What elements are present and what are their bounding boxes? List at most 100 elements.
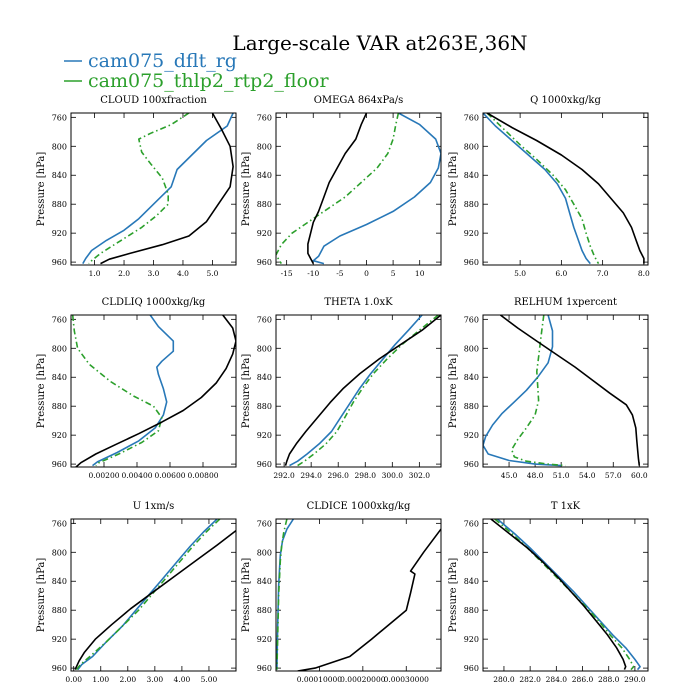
x-tick-label: 8.0 [638,269,650,278]
y-axis-label: Pressure [hPa] [241,558,252,633]
y-tick-label: 840 [464,171,479,180]
x-tick-label: 296.0 [327,471,349,480]
y-tick-label: 920 [257,229,272,238]
chart-panel: T 1xK Pressure [hPa] 760 800 840 880 920 960 280… [448,501,649,684]
panel-title: Q 1000xkg/kg [530,95,601,106]
x-tick-label: 298.0 [355,471,377,480]
series-line-cam075_thlp2_rtp2_floor [276,113,400,265]
y-tick-label: 800 [464,344,479,353]
x-tick-label: 5.0 [514,269,526,278]
y-tick-label: 960 [257,664,272,673]
series-line-black [490,519,627,670]
series-line-cam075_dflt_rg [483,113,591,265]
series-line-cam075_thlp2_rtp2_floor [71,315,163,467]
x-tick-label: -15 [281,269,293,278]
x-tick-label: 5 [391,269,396,278]
series-line-black [100,113,234,265]
x-tick-label: 54.0 [579,471,596,480]
x-tick-label: 284.0 [546,675,568,684]
y-tick-label: 920 [257,635,272,644]
panel-frame [482,518,649,672]
x-tick-label: 0.00020000 [340,675,386,684]
y-tick-label: 840 [52,373,67,382]
x-tick-label: 0.00 [65,675,82,684]
series-line-black [74,529,236,670]
x-tick-label: 294.0 [300,471,322,480]
panel-frame [275,518,442,672]
panel-title: U 1xm/s [133,501,175,512]
panel-frame [482,112,649,266]
y-tick-label: 760 [464,315,479,324]
x-tick-label: 5.0 [206,269,218,278]
x-tick-label: 1.00 [92,675,109,684]
legend-entry: cam075_dflt_rg [64,50,237,72]
y-tick-label: 760 [257,113,272,122]
y-tick-label: 880 [464,606,479,615]
y-tick-label: 760 [257,315,272,324]
panel-frame [70,112,237,266]
y-tick-label: 840 [52,171,67,180]
x-tick-label: 302.0 [409,471,431,480]
chart-panel: THETA 1.0xK Pressure [hPa] 760 800 840 880 920… [241,297,442,480]
y-tick-label: 960 [257,258,272,267]
chart-panel: CLDLIQ 1000xkg/kg Pressure [hPa] 760 800 840… [36,297,237,480]
y-tick-label: 880 [52,200,67,209]
y-tick-label: 920 [464,635,479,644]
series-line-cam075_thlp2_rtp2_floor [486,113,600,264]
x-tick-label: -5 [336,269,344,278]
panels: CLOUD 100xfraction Pressure [hPa] 760 800 84… [36,95,650,684]
series-line-black [297,528,441,671]
x-tick-label: 51.0 [553,471,570,480]
x-tick-label: 3.0 [148,269,160,278]
series-line-cam075_dflt_rg [77,519,218,671]
series-line-cam075_thlp2_rtp2_floor [75,519,221,671]
panel-title: T 1xK [551,501,581,512]
y-axis-label: Pressure [hPa] [448,558,459,633]
x-tick-label: 280.0 [493,675,515,684]
x-tick-label: 290.0 [624,675,646,684]
x-tick-label: 2.00 [119,675,136,684]
y-tick-label: 760 [52,315,67,324]
y-tick-label: 920 [52,635,67,644]
y-tick-label: 960 [464,460,479,469]
series-line-cam075_thlp2_rtp2_floor [88,113,190,265]
y-tick-label: 880 [257,200,272,209]
series-line-cam075_dflt_rg [276,519,295,670]
x-tick-label: 57.0 [605,471,622,480]
series-line-cam075_dflt_rg [289,315,423,467]
y-tick-label: 880 [464,402,479,411]
y-tick-label: 880 [464,200,479,209]
x-tick-label: 48.0 [527,471,544,480]
y-tick-label: 960 [257,460,272,469]
x-tick-label: 288.0 [598,675,620,684]
x-tick-label: 6.0 [555,269,567,278]
chart-panel: Q 1000xkg/kg Pressure [hPa] 760 800 840 880 92… [448,95,650,278]
x-tick-label: 45.0 [501,471,518,480]
y-tick-label: 800 [257,344,272,353]
panel-title: OMEGA 864xPa/s [314,95,404,106]
series-line-cam075_thlp2_rtp2_floor [494,519,635,671]
chart-panel: RELHUM 1xpercent Pressure [hPa] 760 800 840 8… [448,297,649,480]
x-tick-label: 10 [415,269,425,278]
y-tick-label: 840 [464,373,479,382]
x-tick-label: 2.0 [118,269,130,278]
chart-panel: OMEGA 864xPa/s Pressure [hPa] 760 800 840 880… [241,95,442,278]
y-tick-label: 760 [464,113,479,122]
panel-title: CLDLIQ 1000xkg/kg [102,297,206,308]
series-line-cam075_thlp2_rtp2_floor [510,315,566,467]
y-axis-label: Pressure [hPa] [448,152,459,227]
x-tick-label: 0.00200 [88,471,119,480]
x-tick-label: 282.0 [519,675,541,684]
panel-frame [70,314,237,468]
series-line-black [284,315,441,466]
series-line-cam075_dflt_rg [483,315,562,467]
y-tick-label: 920 [464,431,479,440]
legend-label: cam075_dflt_rg [88,50,237,72]
y-tick-label: 800 [464,142,479,151]
y-axis-label: Pressure [hPa] [36,354,47,429]
y-tick-label: 920 [52,431,67,440]
x-tick-label: 0 [364,269,369,278]
